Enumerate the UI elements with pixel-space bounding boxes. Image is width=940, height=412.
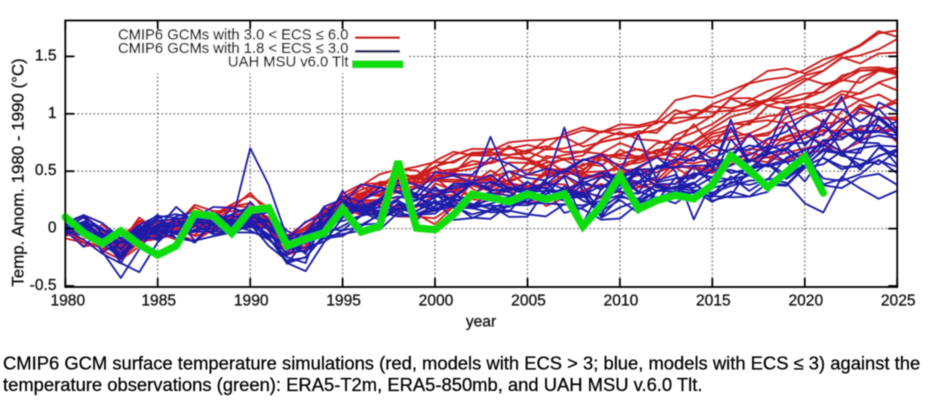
svg-text:2010: 2010: [604, 293, 639, 310]
svg-text:2000: 2000: [419, 293, 454, 310]
svg-text:2005: 2005: [511, 293, 546, 310]
svg-text:2020: 2020: [788, 293, 823, 310]
svg-text:1990: 1990: [234, 293, 269, 310]
svg-text:year: year: [466, 314, 496, 331]
svg-text:CMIP6 GCM surface temperature: CMIP6 GCM surface temperature simulation…: [3, 353, 920, 374]
svg-text:0: 0: [48, 220, 57, 237]
svg-text:UAH MSU v6.0 Tlt: UAH MSU v6.0 Tlt: [228, 55, 349, 71]
svg-text:1.5: 1.5: [35, 47, 57, 64]
svg-text:CMIP6 GCMs with 1.8 < ECS ≤ 3.: CMIP6 GCMs with 1.8 < ECS ≤ 3.0: [118, 41, 349, 57]
svg-text:0.5: 0.5: [35, 162, 57, 179]
svg-text:Temp. Anom. 1980 - 1990 (°C): Temp. Anom. 1980 - 1990 (°C): [8, 58, 27, 286]
svg-text:2015: 2015: [696, 293, 731, 310]
svg-text:2025: 2025: [881, 293, 916, 310]
svg-text:1985: 1985: [141, 293, 176, 310]
svg-text:temperature observations (gree: temperature observations (green): ERA5-T…: [3, 374, 702, 395]
svg-text:1: 1: [48, 105, 57, 122]
svg-text:1995: 1995: [326, 293, 361, 310]
svg-text:1980: 1980: [50, 293, 85, 310]
svg-text:-0.5: -0.5: [30, 277, 57, 294]
svg-text:CMIP6 GCMs with 3.0 < ECS ≤ 6.: CMIP6 GCMs with 3.0 < ECS ≤ 6.0: [118, 28, 349, 44]
